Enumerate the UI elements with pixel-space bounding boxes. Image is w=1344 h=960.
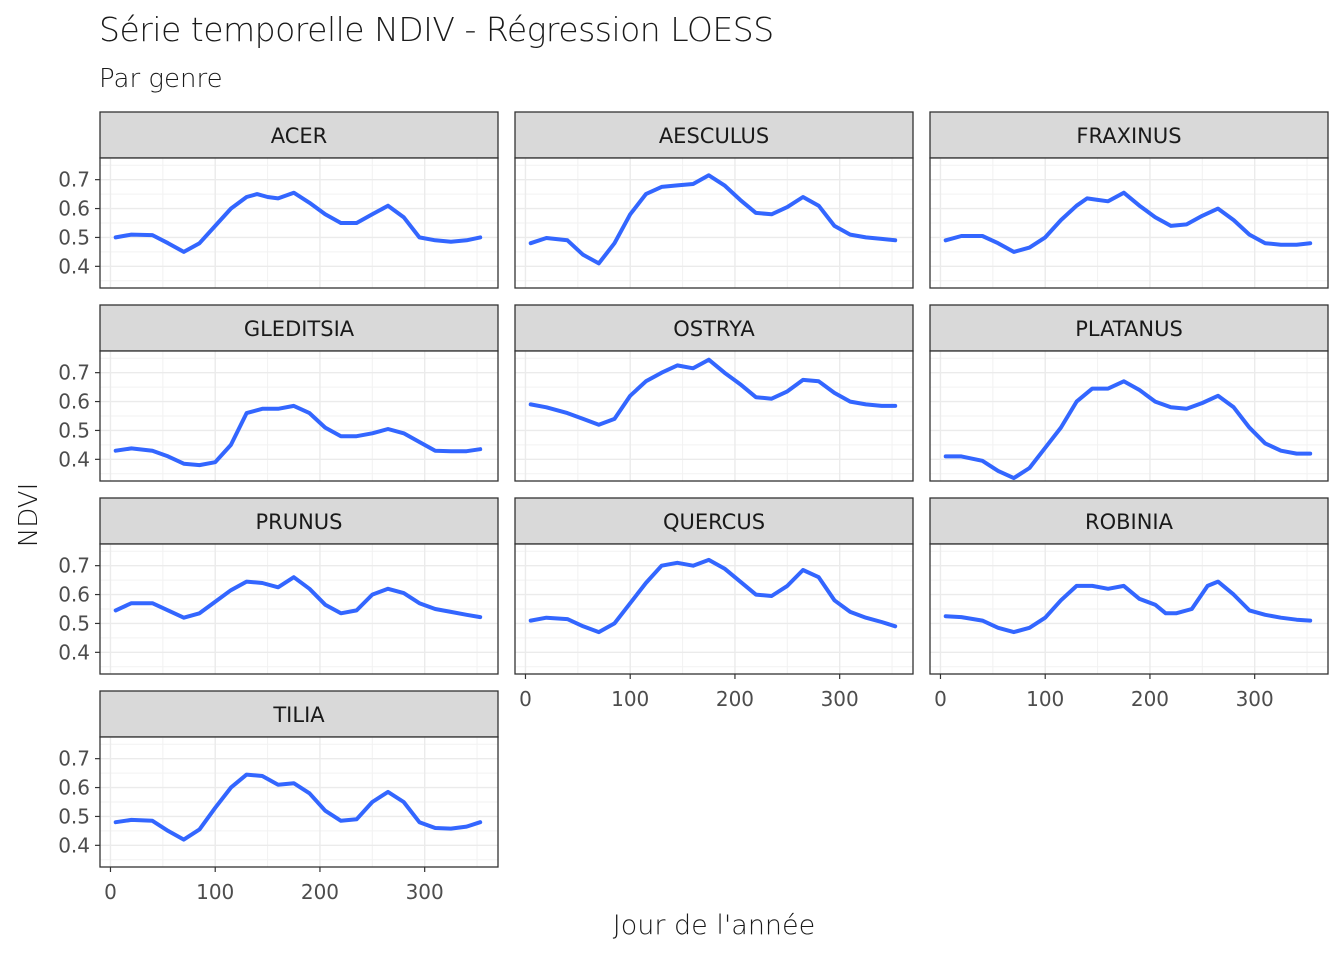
y-tick-label: 0.6 [58, 583, 90, 607]
x-tick-label: 0 [104, 880, 117, 904]
facet-panel-robinia: ROBINIA 0 100 200 300 [929, 497, 1329, 711]
panel-border [514, 157, 914, 289]
y-tick-label: 0.4 [58, 447, 90, 471]
y-tick-label: 0.4 [58, 640, 90, 664]
facet-panel-aesculus: AESCULUS [514, 111, 914, 289]
x-tick-label: 300 [1236, 687, 1274, 711]
facet-strip [99, 690, 499, 738]
facet-strip [514, 111, 914, 159]
x-tick-label: 300 [821, 687, 859, 711]
facet-panel-fraxinus: FRAXINUS [929, 111, 1329, 289]
facet-strip-label: OSTRYA [673, 317, 755, 341]
facet-strip-label: TILIA [272, 703, 325, 727]
y-tick-label: 0.6 [58, 776, 90, 800]
x-tick-label: 0 [934, 687, 947, 711]
facet-strip [514, 497, 914, 545]
loess-line-robinia [943, 579, 1313, 635]
y-tick-label: 0.4 [58, 254, 90, 278]
x-axis-label: Jour de l'année [612, 910, 816, 941]
panel-border [99, 543, 499, 675]
loess-line-platanus [943, 379, 1313, 481]
x-tick-label: 100 [1026, 687, 1064, 711]
facet-strip-label: ACER [271, 124, 328, 148]
chart-subtitle: Par genre [99, 64, 223, 94]
facet-strip [99, 304, 499, 352]
x-tick-label: 300 [406, 880, 444, 904]
y-tick-label: 0.5 [58, 804, 90, 828]
facet-panel-acer: ACER 0.4 0.5 0.6 0.7 [58, 111, 499, 289]
facet-strip-label: PLATANUS [1075, 317, 1183, 341]
facet-panel-gleditsia: GLEDITSIA 0.4 0.5 0.6 0.7 [58, 304, 499, 482]
facet-strip-label: ROBINIA [1085, 510, 1174, 534]
facet-strip [99, 111, 499, 159]
facet-strip-label: AESCULUS [659, 124, 769, 148]
facet-panel-quercus: QUERCUS 0 100 200 300 [514, 497, 914, 711]
x-tick-label: 0 [519, 687, 532, 711]
loess-line-fraxinus [943, 190, 1313, 254]
x-tick-label: 200 [716, 687, 754, 711]
y-tick-label: 0.6 [58, 197, 90, 221]
x-tick-label: 100 [611, 687, 649, 711]
facet-strip-label: GLEDITSIA [244, 317, 355, 341]
loess-line-gleditsia [113, 403, 483, 468]
loess-line-ostrya [528, 357, 898, 427]
facet-strip [929, 497, 1329, 545]
facet-strip-label: FRAXINUS [1076, 124, 1181, 148]
loess-line-tilia [113, 772, 483, 842]
x-tick-label: 200 [1131, 687, 1169, 711]
loess-line-quercus [528, 557, 898, 635]
facet-strip-label: QUERCUS [663, 510, 765, 534]
panel-border [99, 736, 499, 868]
y-tick-label: 0.5 [58, 611, 90, 635]
y-tick-label: 0.4 [58, 833, 90, 857]
facet-panel-ostrya: OSTRYA [514, 304, 914, 482]
panel-border [929, 543, 1329, 675]
facet-strip [929, 111, 1329, 159]
loess-line-acer [113, 190, 483, 254]
facet-panel-tilia: TILIA 0.4 0.5 0.6 0.7 0 100 200 300 [58, 690, 499, 904]
panel-border [929, 157, 1329, 289]
x-tick-label: 100 [196, 880, 234, 904]
facet-strip [929, 304, 1329, 352]
loess-line-aesculus [528, 173, 898, 266]
x-tick-label: 200 [301, 880, 339, 904]
facet-panel-prunus: PRUNUS 0.4 0.5 0.6 0.7 [58, 497, 499, 675]
panel-border [929, 350, 1329, 482]
panel-border [514, 543, 914, 675]
y-tick-label: 0.7 [58, 168, 90, 192]
chart-title: Série temporelle NDIV - Régression LOESS [99, 10, 774, 49]
panel-border [514, 350, 914, 482]
loess-line-prunus [113, 575, 483, 620]
panel-border [99, 157, 499, 289]
y-tick-label: 0.7 [58, 747, 90, 771]
y-tick-label: 0.5 [58, 418, 90, 442]
y-tick-label: 0.7 [58, 554, 90, 578]
panel-border [99, 350, 499, 482]
facet-panel-platanus: PLATANUS [929, 304, 1329, 482]
facet-strip [99, 497, 499, 545]
y-tick-label: 0.5 [58, 225, 90, 249]
y-tick-label: 0.6 [58, 390, 90, 414]
facet-strip [514, 304, 914, 352]
facet-strip-label: PRUNUS [255, 510, 342, 534]
y-tick-label: 0.7 [58, 361, 90, 385]
